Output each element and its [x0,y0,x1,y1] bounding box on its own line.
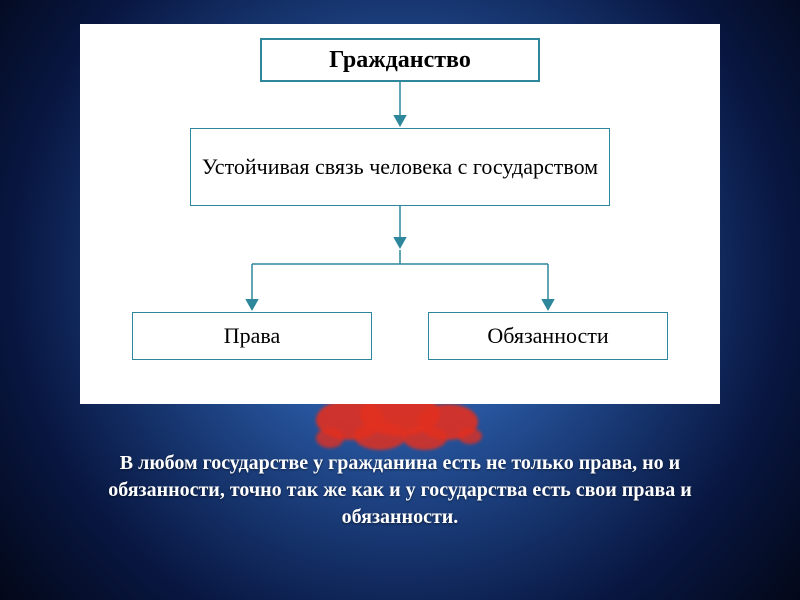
node-definition: Устойчивая связь человека с государством [190,128,610,206]
node-rights: Права [132,312,372,360]
node-title: Гражданство [260,38,540,82]
node-duties: Обязанности [428,312,668,360]
flowchart: Гражданство Устойчивая связь человека с … [80,24,720,404]
diagram-panel: Гражданство Устойчивая связь человека с … [80,24,720,404]
slide-caption: В любом государстве у гражданина есть не… [0,450,800,531]
